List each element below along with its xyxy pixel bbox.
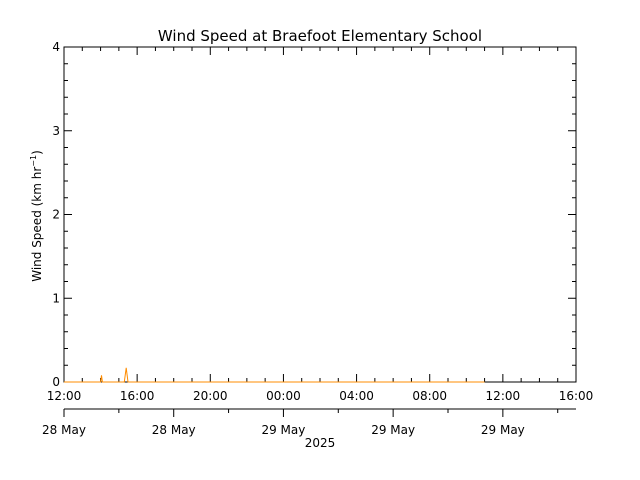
y-axis-label-close: ) — [30, 150, 44, 155]
x-axis-label: 2025 — [305, 436, 336, 450]
y-axis-label-sup: −1 — [29, 155, 38, 167]
y-tick-label: 4 — [52, 40, 60, 54]
x-tick-label: 08:00 — [412, 389, 447, 403]
series-layer — [64, 367, 485, 383]
date-tick-label: 29 May — [261, 423, 305, 437]
y-axis-label: Wind Speed (km hr−1) — [29, 150, 44, 282]
x-tick-label: 16:00 — [559, 389, 594, 403]
y-tick-label: 3 — [52, 124, 60, 138]
y-tick-label: 0 — [52, 375, 60, 389]
date-tick-label: 28 May — [42, 423, 86, 437]
date-tick-label: 28 May — [152, 423, 196, 437]
x-tick-label: 12:00 — [486, 389, 521, 403]
chart-title: Wind Speed at Braefoot Elementary School — [158, 27, 482, 45]
date-tick-label: 29 May — [371, 423, 415, 437]
y-tick-label: 2 — [52, 208, 60, 222]
y-ticks: 0 1 2 3 4 — [52, 40, 576, 389]
date-tick-label: 29 May — [481, 423, 525, 437]
date-ticks: 28 May 28 May 29 May 29 May 29 May — [42, 409, 559, 437]
x-tick-label: 00:00 — [266, 389, 301, 403]
x-tick-label: 04:00 — [339, 389, 374, 403]
x-ticks: 12:00 16:00 20:00 00:00 04:00 08:00 12:00 16:00 — [47, 47, 594, 403]
x-tick-label: 20:00 — [193, 389, 228, 403]
wind-speed-line — [64, 367, 485, 383]
x-tick-label: 12:00 — [47, 389, 82, 403]
x-tick-label: 16:00 — [120, 389, 155, 403]
y-tick-label: 1 — [52, 291, 60, 305]
y-axis-label-main: Wind Speed (km hr — [30, 167, 44, 282]
plot-frame — [63, 46, 577, 383]
